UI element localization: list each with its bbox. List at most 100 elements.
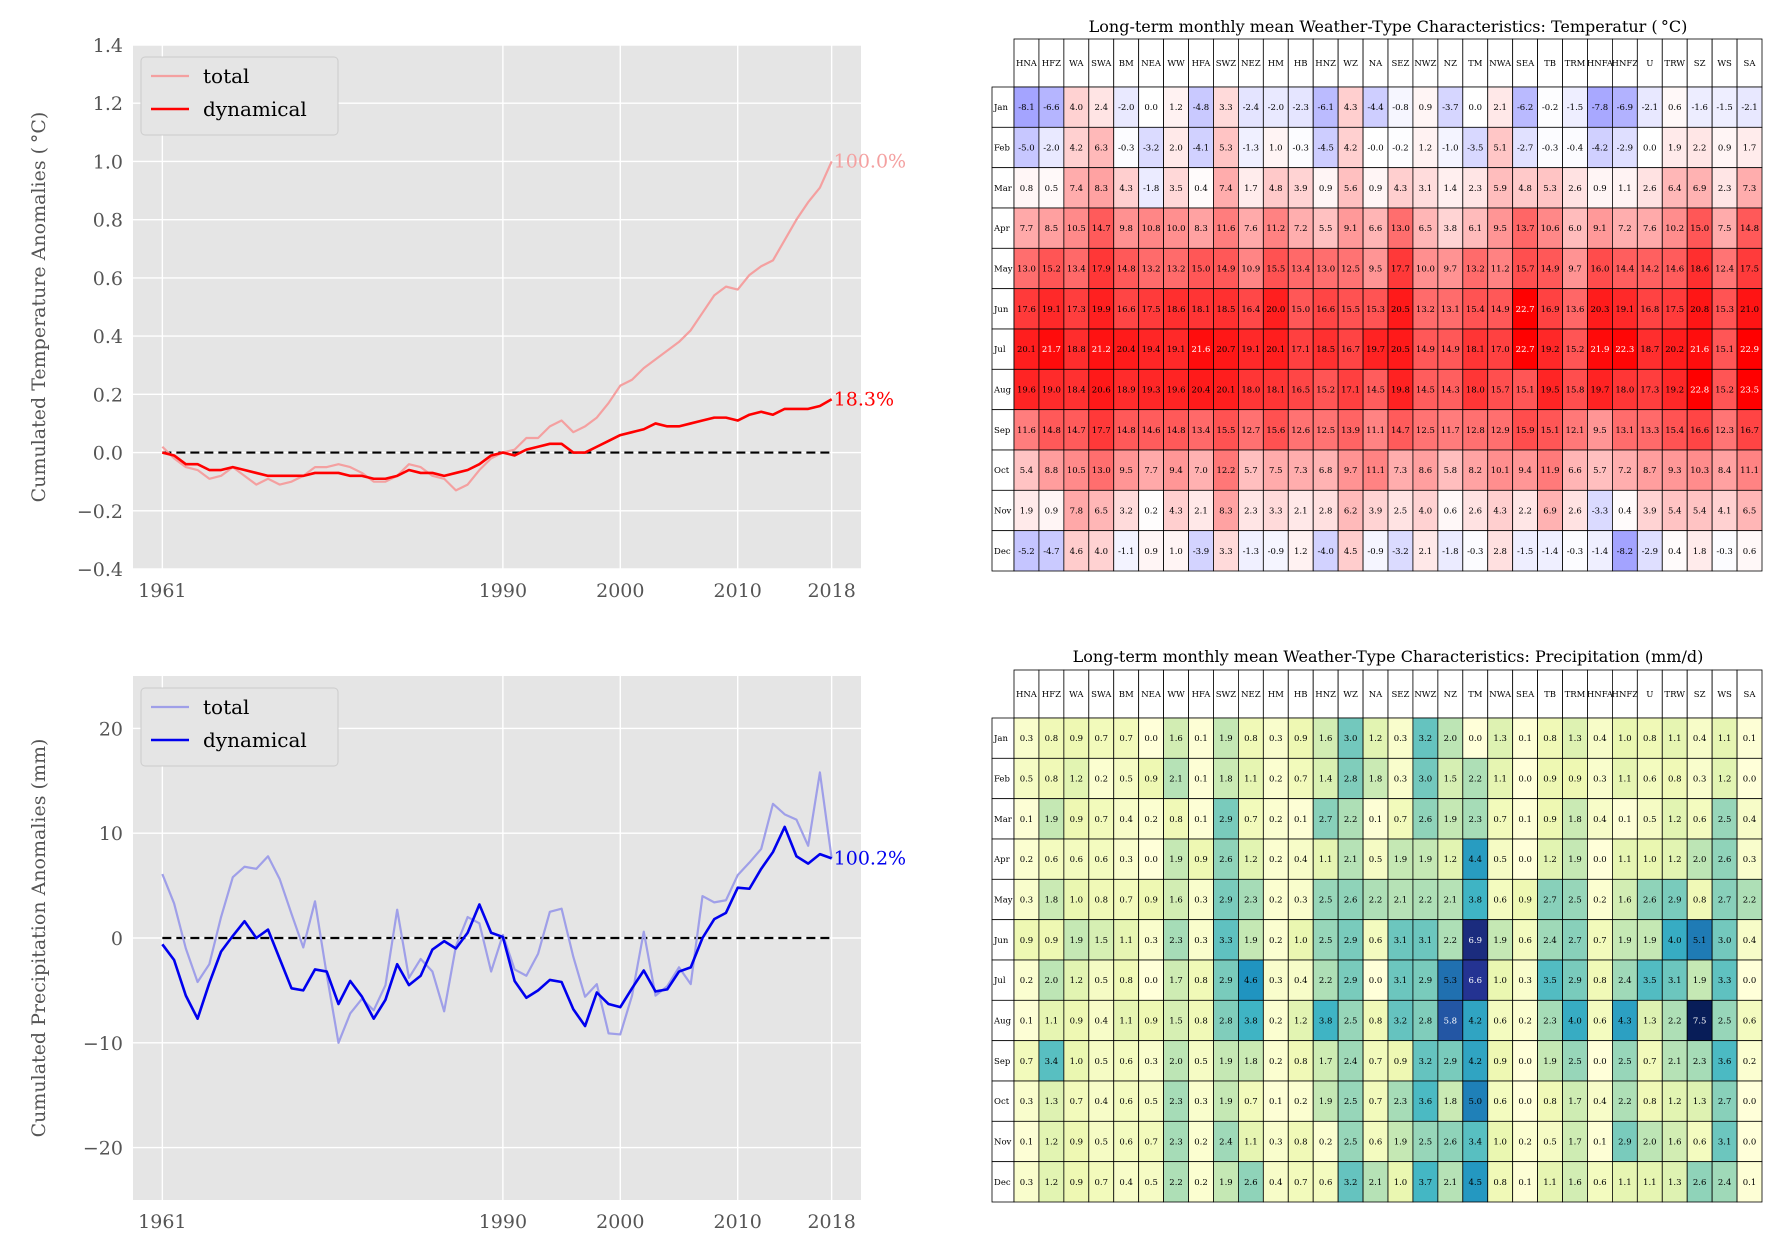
heatmap-cell-value: 0.3	[1693, 775, 1707, 785]
heatmap-cell	[1113, 288, 1140, 330]
heatmap-cell-value: -2.1	[1642, 103, 1658, 113]
column-header-label: NWZ	[1414, 690, 1436, 700]
heatmap-cell-value: 1.2	[1045, 1138, 1059, 1148]
heatmap-cell-value: 0.3	[1194, 1097, 1208, 1107]
heatmap-cell	[1437, 999, 1464, 1042]
heatmap-cell	[1412, 999, 1439, 1042]
heatmap-cell	[1387, 368, 1414, 411]
column-header-label: TRW	[1664, 690, 1685, 700]
heatmap-cell-value: 1.5	[1444, 775, 1458, 785]
heatmap-cell	[1736, 368, 1763, 411]
heatmap-cell-value: 7.3	[1394, 466, 1408, 476]
heatmap-cell	[1088, 717, 1115, 759]
row-header-label: Aug	[993, 386, 1012, 396]
column-header-cell	[1636, 38, 1663, 88]
heatmap-cell-value: 0.5	[1369, 855, 1383, 865]
column-header-label: NZ	[1444, 59, 1457, 69]
series-end-label: 100.0%	[834, 150, 906, 172]
column-header-label: HFA	[1192, 59, 1212, 69]
heatmap-cell-value: 0.5	[1144, 1178, 1158, 1188]
heatmap-cell-value: 12.8	[1466, 426, 1485, 436]
heatmap-cell	[1337, 530, 1364, 572]
column-header-cell	[1686, 38, 1713, 88]
heatmap-cell-value: 6.5	[1419, 224, 1433, 234]
heatmap-cell	[1487, 288, 1514, 330]
heatmap-cell-value: 0.8	[1493, 1178, 1507, 1188]
heatmap-cell-value: 3.2	[1394, 1017, 1408, 1027]
heatmap-cell	[1013, 288, 1040, 330]
y-tick-label: 10	[99, 823, 123, 845]
column-header-label: WW	[1167, 690, 1185, 700]
heatmap-cell-value: 0.8	[1643, 1097, 1657, 1107]
heatmap-cell	[1736, 878, 1763, 921]
row-header-label: Apr	[993, 224, 1011, 234]
heatmap-cell-value: 3.6	[1419, 1097, 1433, 1107]
heatmap-cell	[1262, 717, 1289, 759]
heatmap-cell	[1661, 247, 1688, 290]
heatmap-cell-value: 18.1	[1266, 386, 1285, 396]
heatmap-cell	[1412, 207, 1439, 249]
heatmap-cell-value: 22.7	[1516, 305, 1535, 315]
heatmap-cell-value: 2.0	[1169, 144, 1183, 154]
heatmap-cell-value: 15.2	[1715, 386, 1734, 396]
heatmap-cell	[1562, 409, 1588, 451]
heatmap-cell-value: 14.8	[1117, 265, 1136, 275]
heatmap-cell	[1387, 530, 1414, 572]
heatmap-cell-value: 5.3	[1543, 184, 1557, 194]
column-header-cell	[1587, 669, 1613, 719]
column-header-label: WW	[1167, 59, 1185, 69]
row-header-label: Jun	[993, 936, 1009, 946]
heatmap-cell-value: 12.5	[1341, 265, 1360, 275]
heatmap-cell	[1088, 1161, 1115, 1203]
heatmap-cell-value: 3.1	[1718, 1138, 1732, 1148]
heatmap-cell-value: 14.6	[1665, 265, 1684, 275]
heatmap-cell	[1587, 1120, 1613, 1163]
column-header-cell	[1063, 669, 1090, 719]
heatmap-cell-value: 20.2	[1665, 345, 1684, 355]
heatmap-cell-value: 1.9	[1045, 815, 1059, 825]
heatmap-cell	[1437, 959, 1464, 1001]
heatmap-cell-value: 1.9	[1219, 1178, 1233, 1188]
heatmap-cell	[1038, 247, 1065, 290]
heatmap-cell-value: 10.3	[1690, 466, 1709, 476]
heatmap-cell-value: 2.6	[1718, 855, 1732, 865]
column-header-label: TB	[1544, 690, 1556, 700]
column-header-label: NEZ	[1241, 690, 1261, 700]
heatmap-cell	[1138, 1161, 1164, 1203]
heatmap-cell-value: 15.1	[1715, 345, 1734, 355]
heatmap-cell-value: 22.9	[1740, 345, 1759, 355]
heatmap-cell	[1412, 919, 1439, 961]
heatmap-cell-value: 0.4	[1095, 1097, 1109, 1107]
column-header-label: SA	[1744, 690, 1757, 700]
heatmap-cell	[1437, 798, 1464, 840]
heatmap-cell	[1238, 489, 1264, 532]
heatmap-cell-value: 2.9	[1444, 1057, 1458, 1067]
heatmap-cell-value: 9.4	[1518, 466, 1532, 476]
heatmap-cell-value: 1.9	[1618, 936, 1632, 946]
heatmap-cell-value: 23.5	[1740, 386, 1759, 396]
heatmap-cell-value: 19.6	[1167, 386, 1186, 396]
heatmap-cell-value: 0.9	[1369, 184, 1383, 194]
heatmap-cell-value: 4.3	[1618, 1017, 1632, 1027]
heatmap-cell-value: 2.9	[1419, 976, 1433, 986]
heatmap-cell	[1537, 959, 1563, 1001]
heatmap-cell	[1711, 1040, 1738, 1082]
column-header-label: SEZ	[1391, 690, 1409, 700]
heatmap-cell	[1736, 838, 1763, 880]
heatmap-cell	[1462, 838, 1489, 880]
heatmap-cell-value: 3.5	[1643, 976, 1657, 986]
heatmap-cell	[1238, 1120, 1264, 1163]
heatmap-cell	[1462, 86, 1489, 128]
heatmap-cell	[1462, 368, 1489, 411]
heatmap-cell	[1462, 999, 1489, 1042]
heatmap-cell-value: 1.9	[1419, 855, 1433, 865]
heatmap-cell-value: 16.6	[1117, 305, 1136, 315]
heatmap-cell-value: 1.9	[1444, 815, 1458, 825]
heatmap-cell	[1063, 167, 1090, 209]
heatmap-cell-value: 2.9	[1219, 976, 1233, 986]
heatmap-cell	[1636, 1040, 1663, 1082]
heatmap-cell-value: 3.3	[1219, 103, 1233, 113]
column-header-label: HNZ	[1315, 690, 1336, 700]
heatmap-cell-value: 1.3	[1668, 1178, 1682, 1188]
heatmap-cell-value: 2.8	[1419, 1017, 1433, 1027]
